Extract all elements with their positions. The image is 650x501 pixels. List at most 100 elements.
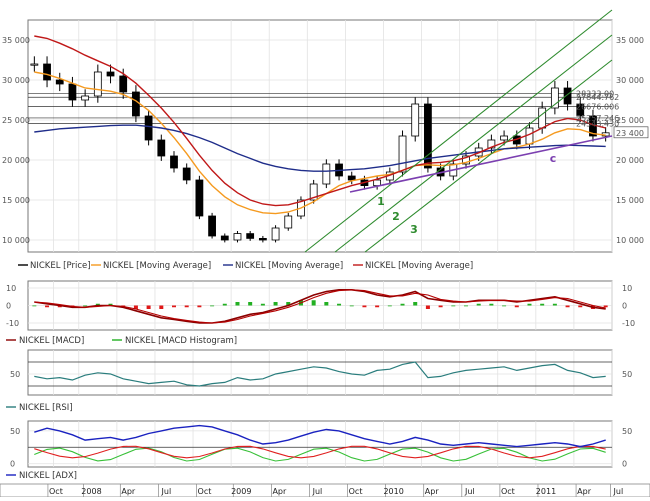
date-axis-label: 2010 bbox=[383, 487, 403, 496]
macd-histogram-bar bbox=[578, 305, 583, 308]
legend-label: NICKEL [ADX] bbox=[19, 471, 77, 481]
price-tick-right: 30 000 bbox=[616, 76, 644, 85]
rsi-panel-frame bbox=[27, 349, 613, 396]
rsi-tick-left: 50 bbox=[10, 370, 20, 379]
price-candle bbox=[132, 91, 140, 117]
price-candle bbox=[550, 87, 559, 109]
macd-histogram-bar bbox=[57, 305, 62, 308]
legend-label: NICKEL [RSI] bbox=[19, 403, 73, 413]
date-axis-label: Oct bbox=[49, 487, 63, 496]
price-candle bbox=[309, 183, 318, 201]
date-axis-label: Jul bbox=[161, 487, 172, 496]
rsi-tick-right: 50 bbox=[622, 370, 632, 379]
price-candle bbox=[119, 75, 128, 93]
resistance-level-label: 26676.006 bbox=[576, 103, 619, 112]
macd-histogram-bar bbox=[527, 303, 532, 306]
resistance-level-label: 25257.246 bbox=[576, 114, 619, 123]
macd-histogram-bar bbox=[273, 302, 278, 306]
date-axis-label: Jul bbox=[464, 487, 475, 496]
price-candle bbox=[93, 71, 102, 97]
resistance-level-label: 27844.762 bbox=[576, 93, 619, 102]
price-tick-right: 35 000 bbox=[616, 36, 644, 45]
wave-label: 3 bbox=[410, 223, 418, 236]
legend-label: NICKEL [Moving Average] bbox=[103, 261, 211, 271]
macd-histogram-bar bbox=[603, 305, 608, 308]
date-axis-label: Jul bbox=[312, 487, 323, 496]
macd-histogram-bar bbox=[387, 305, 392, 307]
price-candle bbox=[55, 79, 64, 85]
price-candle bbox=[195, 179, 204, 217]
macd-histogram-bar bbox=[222, 303, 227, 306]
plus-di-line bbox=[34, 447, 606, 462]
date-axis-label: Apr bbox=[121, 487, 136, 496]
price-candle bbox=[220, 235, 229, 241]
price-candle bbox=[462, 155, 470, 165]
macd-histogram-bar bbox=[146, 305, 151, 309]
macd-tick-right: 10 bbox=[622, 284, 632, 293]
macd-histogram-bar bbox=[464, 305, 468, 307]
macd-histogram-bar bbox=[133, 305, 138, 309]
resistance-level-label: 28333.00 bbox=[576, 89, 614, 98]
price-tick-right: 10 000 bbox=[616, 236, 644, 245]
price-candle bbox=[411, 103, 420, 137]
macd-tick-left: 10 bbox=[6, 284, 16, 293]
adx-tick-right: 0 bbox=[622, 460, 627, 469]
price-candle bbox=[258, 237, 267, 241]
macd-histogram-bar bbox=[260, 303, 265, 306]
price-candle bbox=[106, 71, 115, 77]
wave-label: 2 bbox=[392, 210, 400, 223]
price-candle bbox=[182, 167, 191, 181]
wave-label: c bbox=[550, 152, 557, 165]
macd-histogram-bar bbox=[45, 305, 50, 308]
legend-label: NICKEL [Moving Average] bbox=[365, 261, 473, 271]
price-candle bbox=[81, 95, 90, 101]
macd-tick-right: 0 bbox=[622, 302, 627, 311]
support-trendline bbox=[349, 135, 613, 193]
last-price-label: 23 400 bbox=[616, 129, 644, 138]
price-tick-left: 35 000 bbox=[2, 36, 30, 45]
price-candle bbox=[347, 175, 356, 181]
legend-label: NICKEL [MACD] bbox=[19, 336, 84, 346]
macd-signal-line bbox=[34, 289, 606, 324]
macd-histogram-bar bbox=[311, 300, 316, 306]
macd-histogram-bar bbox=[286, 302, 291, 306]
elliott-channel-line bbox=[334, 34, 613, 253]
macd-histogram-bar bbox=[349, 305, 354, 307]
price-candle bbox=[271, 227, 280, 241]
date-axis-label: Apr bbox=[272, 487, 287, 496]
macd-histogram-bar bbox=[514, 305, 519, 308]
macd-histogram-bar bbox=[438, 305, 443, 308]
macd-histogram-bar bbox=[425, 305, 430, 309]
price-tick-right: 15 000 bbox=[616, 196, 644, 205]
price-candle bbox=[563, 87, 572, 105]
moving-average-mid-line bbox=[34, 35, 606, 207]
price-candle bbox=[284, 215, 293, 229]
price-tick-left: 30 000 bbox=[2, 76, 30, 85]
adx-tick-right: 50 bbox=[622, 427, 632, 436]
macd-histogram-bar bbox=[159, 305, 164, 309]
macd-histogram-bar bbox=[476, 303, 481, 306]
legend-label: NICKEL [Price] bbox=[30, 261, 91, 271]
date-axis-label: 2008 bbox=[81, 487, 101, 496]
rsi-line bbox=[34, 361, 606, 387]
price-candle bbox=[538, 107, 547, 129]
price-tick-left: 10 000 bbox=[2, 236, 30, 245]
adx-tick-left: 0 bbox=[10, 460, 15, 469]
macd-histogram-bar bbox=[375, 305, 380, 308]
macd-histogram-bar bbox=[552, 303, 557, 306]
resistance-level-label: 24543.430 bbox=[576, 120, 619, 129]
macd-tick-left: 0 bbox=[6, 302, 11, 311]
moving-average-slow-line bbox=[34, 124, 606, 172]
macd-histogram-bar bbox=[95, 303, 100, 306]
price-candle bbox=[322, 163, 331, 185]
last-price-box bbox=[613, 126, 649, 139]
macd-histogram-bar bbox=[172, 305, 176, 308]
price-candle bbox=[170, 155, 178, 169]
price-tick-left: 15 000 bbox=[2, 196, 30, 205]
price-candle bbox=[30, 63, 39, 66]
macd-tick-left: -10 bbox=[6, 319, 19, 328]
macd-histogram-bar bbox=[413, 302, 418, 306]
price-candle bbox=[157, 139, 166, 157]
